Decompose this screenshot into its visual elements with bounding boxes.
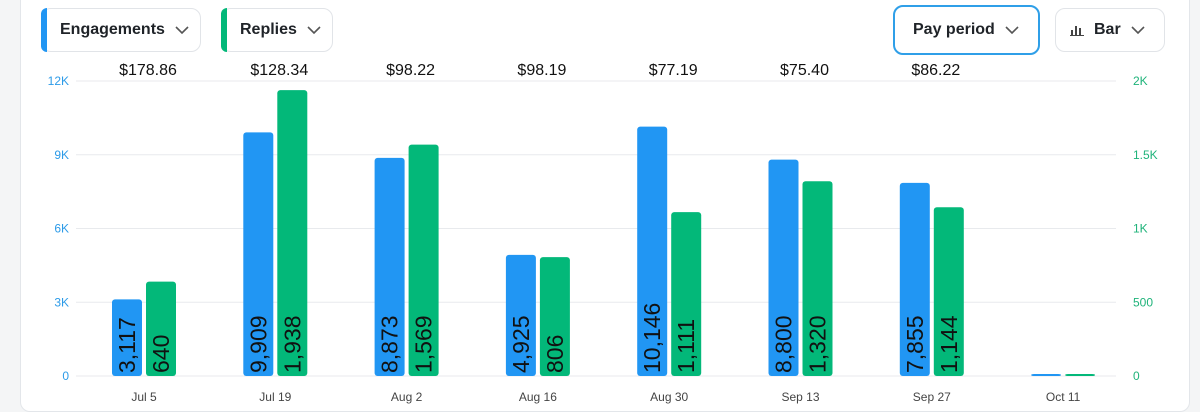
replies-dropdown-label: Replies <box>240 21 297 38</box>
right-axis-tick-label: 500 <box>1133 295 1153 309</box>
engagements-bar[interactable] <box>243 132 274 376</box>
engagements-bar[interactable] <box>374 157 405 376</box>
replies-value-label: 1,111 <box>673 319 699 373</box>
earnings-annotation: $75.40 <box>780 62 829 79</box>
engagements-dropdown-label: Engagements <box>60 21 165 38</box>
pay-period-dropdown-label: Pay period <box>913 21 995 38</box>
replies-value-label: 640 <box>148 335 174 373</box>
left-axis-tick-label: 6K <box>54 222 69 236</box>
replies-bar[interactable] <box>539 257 570 376</box>
replies-color-accent <box>221 8 227 52</box>
x-axis-tick-label: Sep 13 <box>781 390 819 404</box>
engagements-value-label: 3,117 <box>114 317 140 373</box>
engagements-bar[interactable] <box>899 182 930 376</box>
right-axis-tick-label: 0 <box>1133 369 1140 383</box>
left-axis-tick-label: 9K <box>54 148 69 162</box>
replies-value-label: 1,938 <box>279 315 305 373</box>
engagements-bar[interactable] <box>112 299 142 376</box>
replies-bar[interactable] <box>408 144 439 376</box>
x-axis-tick-label: Aug 2 <box>391 390 423 404</box>
chart-type-dropdown-label: Bar <box>1094 21 1121 38</box>
chevron-down-icon <box>1131 25 1145 35</box>
replies-value-label: 1,144 <box>936 315 962 373</box>
chevron-down-icon <box>307 25 321 35</box>
earnings-annotation: $128.34 <box>250 62 308 79</box>
engagements-bar[interactable] <box>637 126 668 376</box>
replies-bar[interactable] <box>802 181 833 376</box>
engagements-value-label: 7,855 <box>902 315 928 373</box>
engagements-value-label: 4,925 <box>508 315 534 373</box>
pay-period-dropdown[interactable]: Pay period <box>893 5 1040 55</box>
bar-chart: 0 3K 6K 9K 12K 0 500 1K 1.5K 2K 3,117 640 $178.86 Jul… <box>48 62 1158 404</box>
engagements-value-label: 8,873 <box>377 315 403 373</box>
engagements-metric-dropdown[interactable]: Engagements <box>41 8 201 52</box>
x-axis-tick-label: Jul 5 <box>131 390 157 404</box>
replies-bar[interactable] <box>146 281 176 376</box>
engagements-value-label: 9,909 <box>245 315 271 373</box>
earnings-annotation: $77.19 <box>649 62 698 79</box>
replies-value-label: 806 <box>542 335 568 373</box>
right-axis-tick-label: 1.5K <box>1133 148 1158 162</box>
engagements-bar[interactable] <box>505 254 536 376</box>
chevron-down-icon <box>175 25 189 35</box>
bar-chart-icon <box>1070 24 1084 36</box>
chart-card: 0 3K 6K 9K 12K 0 500 1K 1.5K 2K 3,117 640 $178.86 Jul… <box>20 0 1190 412</box>
x-axis-tick-label: Jul 19 <box>259 390 291 404</box>
replies-bar[interactable] <box>1065 374 1096 376</box>
left-axis-tick-label: 12K <box>48 74 69 88</box>
engagements-value-label: 8,800 <box>771 315 797 373</box>
engagements-bar[interactable] <box>768 159 799 376</box>
left-axis-tick-label: 0 <box>62 369 69 383</box>
chart-type-dropdown[interactable]: Bar <box>1055 8 1165 52</box>
x-axis-tick-label: Aug 16 <box>519 390 557 404</box>
x-axis-tick-label: Aug 30 <box>650 390 688 404</box>
earnings-annotation: $98.19 <box>517 62 566 79</box>
engagements-value-label: 10,146 <box>639 303 665 373</box>
right-axis-tick-label: 2K <box>1133 74 1148 88</box>
engagements-color-accent <box>41 8 47 52</box>
earnings-annotation: $178.86 <box>119 62 177 79</box>
left-axis-tick-label: 3K <box>54 295 69 309</box>
right-axis-tick-label: 1K <box>1133 222 1148 236</box>
x-axis-tick-label: Oct 11 <box>1046 390 1081 404</box>
engagements-bar[interactable] <box>1031 374 1062 376</box>
replies-bar[interactable] <box>671 212 702 376</box>
replies-metric-dropdown[interactable]: Replies <box>221 8 333 52</box>
replies-bar[interactable] <box>277 90 308 377</box>
replies-value-label: 1,320 <box>805 315 831 373</box>
earnings-annotation: $86.22 <box>911 62 960 79</box>
chevron-down-icon <box>1005 25 1019 35</box>
earnings-annotation: $98.22 <box>386 62 435 79</box>
replies-bar[interactable] <box>933 207 964 376</box>
replies-value-label: 1,569 <box>411 315 437 373</box>
x-axis-tick-label: Sep 27 <box>913 390 951 404</box>
